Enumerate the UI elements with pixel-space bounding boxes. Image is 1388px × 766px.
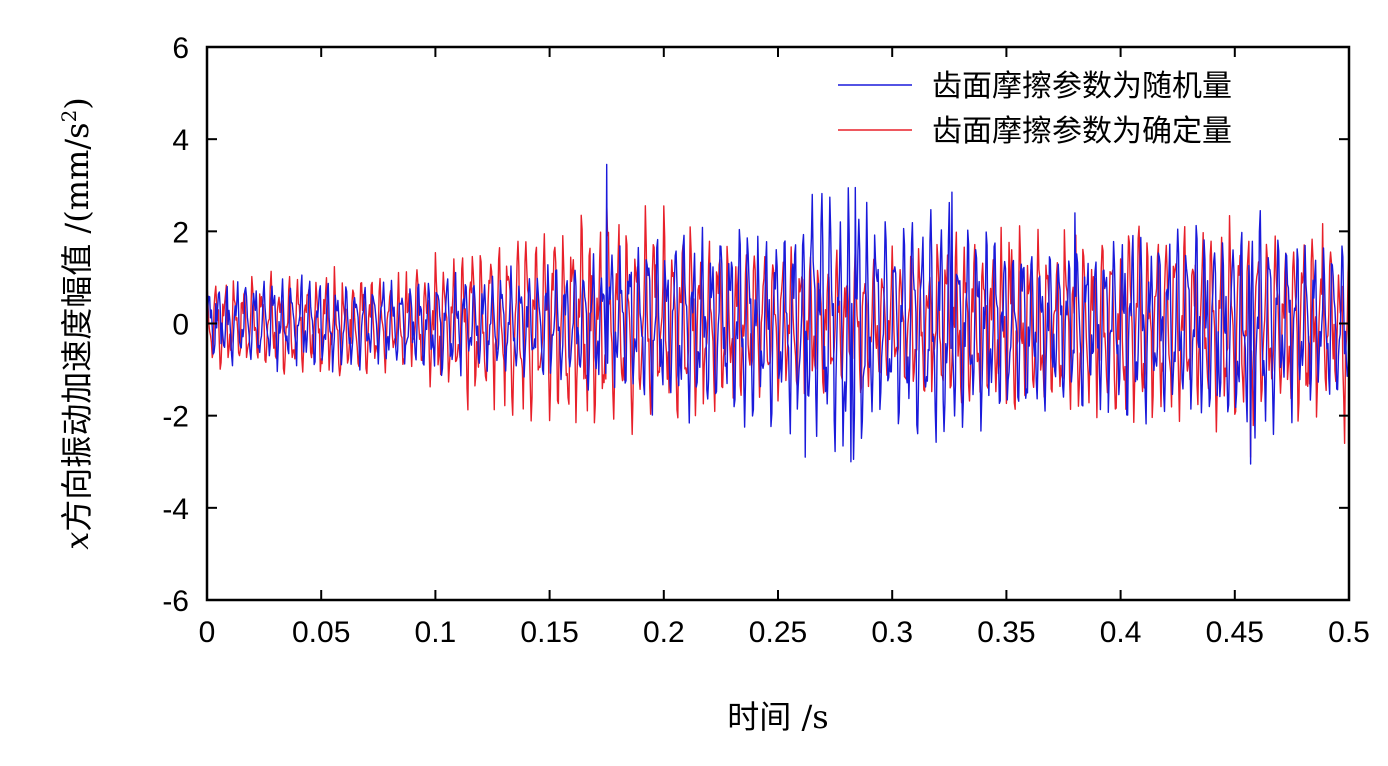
x-axis-title: 时间 /s (727, 698, 828, 736)
x-tick-label: 0.4 (1100, 616, 1142, 649)
y-tick-label: 6 (172, 32, 189, 65)
x-tick-label: 0.3 (871, 616, 913, 649)
y-axis-title-var: x (58, 532, 96, 550)
legend: 齿面摩擦参数为随机量 齿面摩擦参数为确定量 (838, 69, 1232, 149)
legend-label-fixed: 齿面摩擦参数为确定量 (932, 114, 1232, 149)
x-tick-label: 0.05 (292, 616, 350, 649)
x-tick-label: 0.45 (1206, 616, 1264, 649)
x-tick-label: 0.15 (520, 616, 578, 649)
y-tick-label: -2 (162, 401, 189, 434)
y-axis-title: x方向振动加速度幅值 /(mm/s2) (57, 97, 96, 550)
y-tick-label: 0 (172, 309, 189, 342)
y-axis-title-close: ) (58, 97, 96, 109)
x-tick-label: 0.1 (415, 616, 457, 649)
y-axis-title-text: 方向振动加速度幅值 /(mm/s (58, 122, 96, 531)
series-random-line (206, 163, 1350, 465)
legend-label-random: 齿面摩擦参数为随机量 (932, 69, 1232, 104)
ticks-layer: 0 0.05 0.1 0.15 0.2 0.25 0.3 0.35 0.4 0.45 0.5 6 4 2 0… (162, 32, 1370, 649)
series-layer (206, 163, 1350, 465)
y-tick-label: 4 (172, 124, 189, 157)
x-tick-label: 0.25 (749, 616, 807, 649)
x-tick-label: 0.35 (977, 616, 1035, 649)
y-tick-label: 2 (172, 216, 189, 249)
y-tick-label: -4 (162, 493, 189, 526)
x-tick-label: 0.2 (643, 616, 685, 649)
y-axis-title-sup: 2 (57, 110, 81, 123)
x-tick-label: 0 (199, 616, 216, 649)
x-tick-label: 0.5 (1328, 616, 1370, 649)
y-tick-label: -6 (162, 585, 189, 618)
